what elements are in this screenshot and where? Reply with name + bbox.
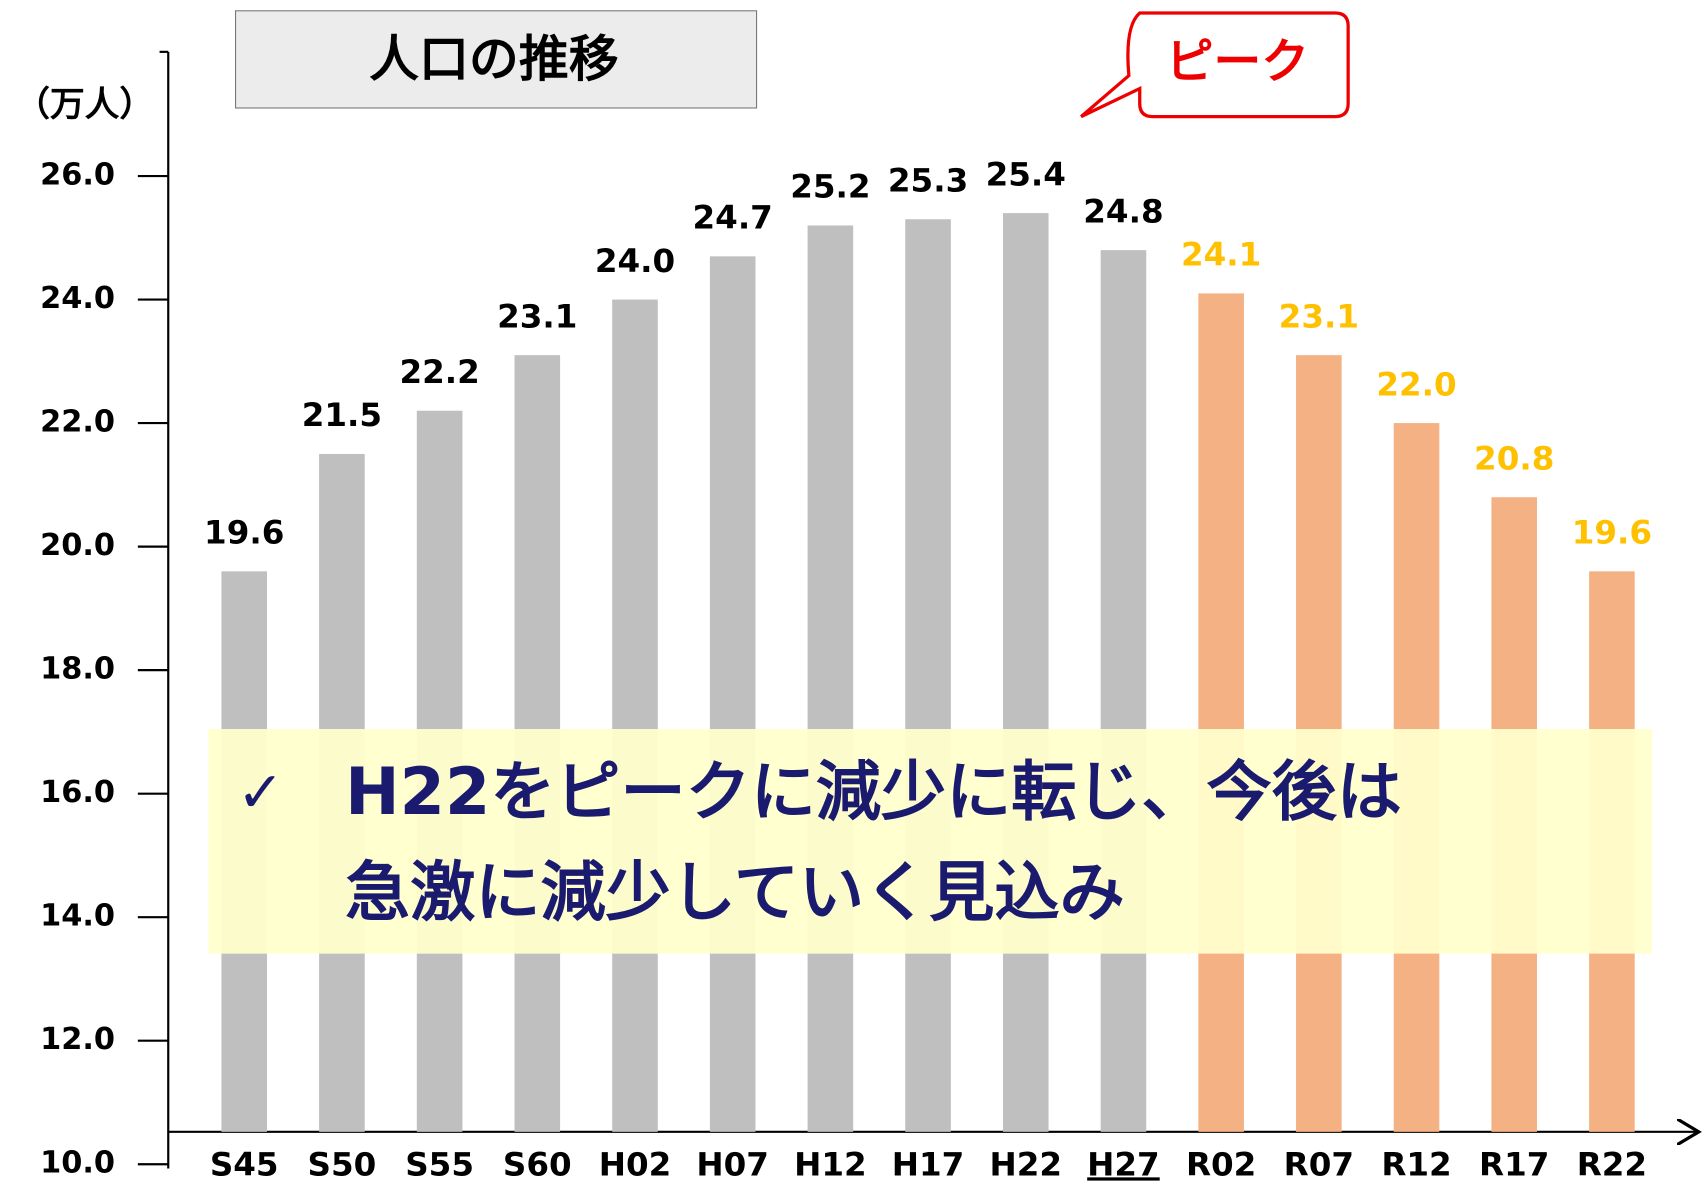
x-tick-label: S50	[308, 1145, 377, 1183]
x-tick-label: S45	[210, 1145, 279, 1183]
data-label: 24.7	[693, 199, 773, 237]
data-label: 25.3	[888, 162, 968, 200]
y-tick-label: 24.0	[40, 281, 115, 316]
bar	[1100, 250, 1147, 1132]
y-tick-label: 18.0	[40, 652, 115, 687]
y-tick-label: 14.0	[40, 899, 115, 934]
y-unit: （万人）	[15, 85, 154, 125]
bar	[709, 256, 756, 1132]
x-tick-label: H27	[1087, 1145, 1160, 1183]
x-tick-label: R22	[1577, 1145, 1647, 1183]
note-line: H22をピークに減少に転じ、今後は	[345, 755, 1402, 830]
data-label: 19.6	[204, 514, 284, 552]
x-tick-label: R02	[1186, 1145, 1256, 1183]
chart-title: 人口の推移	[369, 30, 619, 88]
data-label: 21.5	[302, 396, 382, 434]
bar	[1198, 293, 1244, 1132]
x-tick-label: H07	[696, 1145, 769, 1183]
y-tick-label: 16.0	[40, 775, 115, 810]
data-label: 24.0	[595, 242, 675, 280]
data-label: 25.2	[790, 168, 870, 206]
data-label: 22.2	[399, 353, 479, 391]
x-tick-label: H12	[794, 1145, 867, 1183]
x-tick-label: R17	[1479, 1145, 1549, 1183]
y-tick-label: 20.0	[40, 528, 115, 563]
y-tick-label: 10.0	[40, 1146, 115, 1181]
note-box	[208, 729, 1653, 954]
bar	[612, 299, 658, 1132]
annotation: ピーク	[1166, 35, 1309, 90]
data-label: 20.8	[1474, 440, 1554, 478]
data-label: 24.8	[1083, 192, 1163, 230]
x-tick-label: H02	[599, 1145, 672, 1183]
bar	[807, 225, 854, 1132]
x-tick-label: S60	[503, 1145, 572, 1183]
data-label: 23.1	[497, 297, 577, 335]
data-label: 23.1	[1279, 297, 1359, 335]
x-tick-label: R12	[1381, 1145, 1451, 1183]
bar	[1002, 213, 1049, 1132]
note-line: 急激に減少していく見込み	[345, 856, 1124, 931]
y-tick-label: 12.0	[40, 1022, 115, 1057]
data-label: 24.1	[1181, 236, 1261, 274]
x-tick-label: R07	[1284, 1145, 1354, 1183]
x-tick-label: H17	[892, 1145, 965, 1183]
x-tick-label: H22	[989, 1145, 1062, 1183]
data-label: 19.6	[1572, 514, 1652, 552]
bar	[905, 219, 951, 1132]
data-label: 25.4	[986, 155, 1066, 193]
note-check: ✓	[237, 761, 284, 826]
title-box	[235, 10, 758, 109]
x-tick-label: S55	[405, 1145, 474, 1183]
y-tick-label: 26.0	[40, 158, 115, 193]
callout	[1080, 11, 1350, 119]
data-label: 22.0	[1376, 365, 1456, 403]
y-tick-label: 22.0	[40, 405, 115, 440]
